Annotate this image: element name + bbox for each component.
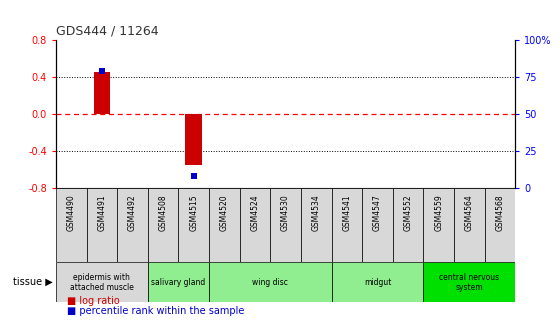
- Text: ■ log ratio: ■ log ratio: [67, 296, 120, 306]
- Bar: [484, 188, 515, 262]
- Bar: [423, 188, 454, 262]
- Text: GSM4530: GSM4530: [281, 194, 290, 231]
- Text: GSM4515: GSM4515: [189, 194, 198, 231]
- Text: GSM4547: GSM4547: [373, 194, 382, 231]
- Text: GSM4541: GSM4541: [342, 194, 351, 231]
- Bar: [301, 188, 332, 262]
- Bar: [179, 188, 209, 262]
- Text: GSM4564: GSM4564: [465, 194, 474, 231]
- Bar: [117, 188, 148, 262]
- Text: GSM4552: GSM4552: [404, 194, 413, 231]
- Text: midgut: midgut: [364, 278, 391, 287]
- Text: epidermis with
attached muscle: epidermis with attached muscle: [70, 272, 134, 292]
- Bar: [332, 262, 423, 302]
- Bar: [423, 262, 515, 302]
- Text: central nervous
system: central nervous system: [439, 272, 500, 292]
- Bar: [191, 173, 197, 179]
- Text: wing disc: wing disc: [253, 278, 288, 287]
- Bar: [87, 188, 117, 262]
- Bar: [332, 188, 362, 262]
- Bar: [209, 262, 332, 302]
- Text: salivary gland: salivary gland: [151, 278, 206, 287]
- Text: GSM4568: GSM4568: [496, 194, 505, 231]
- Text: GSM4534: GSM4534: [312, 194, 321, 231]
- Bar: [56, 188, 87, 262]
- Text: GSM4520: GSM4520: [220, 194, 229, 231]
- Bar: [454, 188, 484, 262]
- Text: GSM4524: GSM4524: [250, 194, 259, 231]
- Bar: [393, 188, 423, 262]
- Text: GSM4559: GSM4559: [434, 194, 443, 231]
- Bar: [56, 262, 148, 302]
- Text: GSM4492: GSM4492: [128, 194, 137, 231]
- Text: ■ percentile rank within the sample: ■ percentile rank within the sample: [67, 306, 245, 317]
- Bar: [148, 262, 209, 302]
- Bar: [99, 69, 105, 74]
- Text: GSM4508: GSM4508: [158, 194, 167, 231]
- Bar: [94, 72, 110, 114]
- Bar: [148, 188, 179, 262]
- Text: GSM4490: GSM4490: [67, 194, 76, 231]
- Bar: [209, 188, 240, 262]
- Bar: [185, 114, 202, 165]
- Bar: [270, 188, 301, 262]
- Bar: [362, 188, 393, 262]
- Bar: [240, 188, 270, 262]
- Text: GDS444 / 11264: GDS444 / 11264: [56, 25, 158, 38]
- Text: GSM4491: GSM4491: [97, 194, 106, 231]
- Text: tissue ▶: tissue ▶: [13, 277, 53, 287]
